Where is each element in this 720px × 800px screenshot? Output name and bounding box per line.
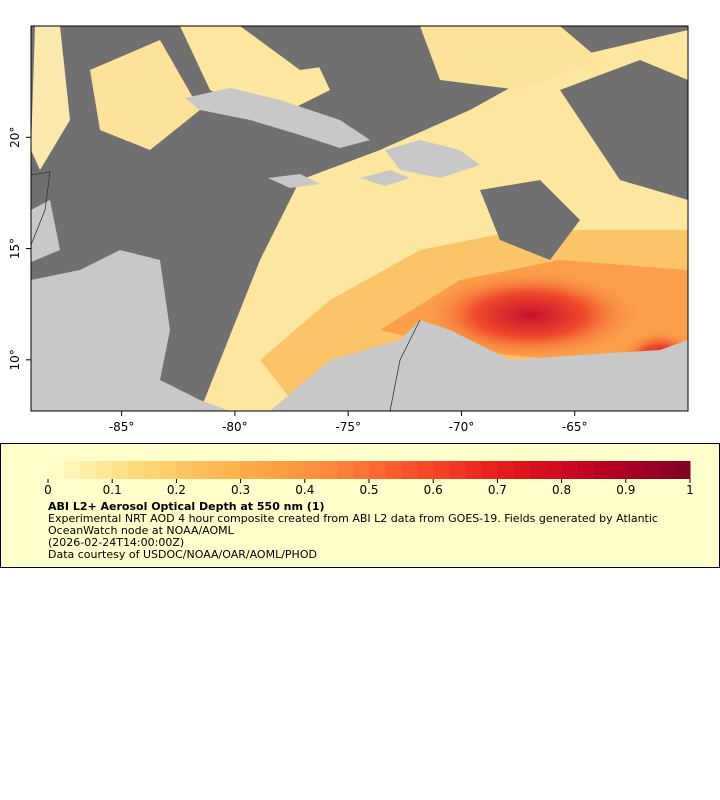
colorbar-swatch bbox=[256, 461, 274, 479]
colorbar-swatch bbox=[160, 461, 177, 479]
colorbar-swatch bbox=[497, 461, 514, 479]
colorbar-swatch bbox=[545, 461, 563, 479]
colorbar-swatch bbox=[465, 461, 482, 479]
x-tick-label: -65° bbox=[562, 420, 588, 434]
colorbar-tick-label: 0.3 bbox=[231, 483, 250, 497]
colorbar-swatch bbox=[144, 461, 161, 479]
colorbar-swatch bbox=[96, 461, 113, 479]
legend-description: Experimental NRT AOD 4 hour composite cr… bbox=[48, 512, 658, 537]
colorbar: 0 0.1 0.2 0.3 0.4 0.5 0.6 0.7 0.8 0.9 1 bbox=[44, 461, 694, 497]
colorbar-swatch bbox=[48, 461, 65, 479]
legend-credit: Data courtesy of USDOC/NOAA/OAR/AOML/PHO… bbox=[48, 548, 317, 561]
colorbar-swatch bbox=[449, 461, 466, 479]
colorbar-swatch bbox=[272, 461, 290, 479]
colorbar-swatch bbox=[304, 461, 322, 479]
colorbar-swatch bbox=[128, 461, 145, 479]
colorbar-swatch bbox=[352, 461, 370, 479]
colorbar-swatch bbox=[577, 461, 595, 479]
colorbar-tick-label: 0 bbox=[44, 483, 52, 497]
colorbar-tick-label: 0.1 bbox=[103, 483, 122, 497]
colorbar-swatch bbox=[417, 461, 434, 479]
colorbar-swatch bbox=[208, 461, 226, 479]
colorbar-swatch bbox=[625, 461, 643, 479]
map: -85° -80° -75° -70° -65° 10° 15° 20° bbox=[8, 25, 689, 434]
colorbar-swatch bbox=[336, 461, 354, 479]
colorbar-swatch bbox=[401, 461, 418, 479]
colorbar-swatch bbox=[240, 461, 258, 479]
colorbar-swatch bbox=[192, 461, 209, 479]
colorbar-swatch bbox=[288, 461, 306, 479]
colorbar-tick-label: 0.2 bbox=[167, 483, 186, 497]
legend-title: ABI L2+ Aerosol Optical Depth at 550 nm … bbox=[48, 500, 325, 513]
x-tick-label: -75° bbox=[335, 420, 361, 434]
colorbar-swatch bbox=[673, 461, 691, 479]
colorbar-swatch bbox=[529, 461, 547, 479]
colorbar-swatch bbox=[369, 461, 386, 479]
colorbar-swatch bbox=[481, 461, 498, 479]
colorbar-tick-label: 0.5 bbox=[359, 483, 378, 497]
colorbar-swatch bbox=[641, 461, 659, 479]
colorbar-swatch bbox=[320, 461, 338, 479]
colorbar-tick-label: 1 bbox=[686, 483, 694, 497]
legend: 0 0.1 0.2 0.3 0.4 0.5 0.6 0.7 0.8 0.9 1 ABI L2+ Ae… bbox=[0, 443, 720, 568]
colorbar-tick-label: 0.9 bbox=[616, 483, 635, 497]
legend-date: (2026-02-24T14:00:00Z) bbox=[48, 536, 185, 549]
x-tick-label: -70° bbox=[449, 420, 475, 434]
y-tick-label: 20° bbox=[8, 127, 22, 148]
colorbar-swatch bbox=[385, 461, 402, 479]
colorbar-swatch bbox=[561, 461, 579, 479]
colorbar-tick-label: 0.8 bbox=[552, 483, 571, 497]
map-imagery bbox=[31, 26, 688, 411]
map-frame bbox=[30, 25, 689, 412]
colorbar-swatch bbox=[513, 461, 530, 479]
colorbar-swatch bbox=[609, 461, 627, 479]
colorbar-swatch bbox=[433, 461, 450, 479]
colorbar-swatch bbox=[224, 461, 242, 479]
colorbar-tick-label: 0.6 bbox=[424, 483, 443, 497]
colorbar-swatch bbox=[112, 461, 129, 479]
x-tick-label: -80° bbox=[222, 420, 248, 434]
colorbar-swatch bbox=[80, 461, 97, 479]
colorbar-swatch bbox=[657, 461, 675, 479]
x-tick-label: -85° bbox=[109, 420, 135, 434]
colorbar-swatch bbox=[593, 461, 611, 479]
colorbar-swatch bbox=[64, 461, 81, 479]
y-tick-label: 15° bbox=[8, 238, 22, 259]
y-tick-label: 10° bbox=[8, 349, 22, 370]
colorbar-tick-label: 0.4 bbox=[295, 483, 314, 497]
colorbar-tick-label: 0.7 bbox=[488, 483, 507, 497]
colorbar-swatch bbox=[176, 461, 193, 479]
